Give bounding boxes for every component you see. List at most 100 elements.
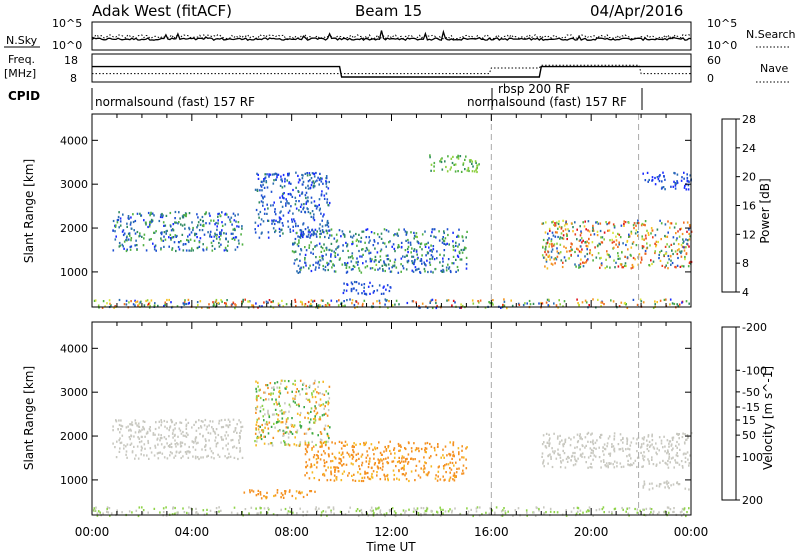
range-cell <box>186 511 188 514</box>
range-cell <box>326 302 329 305</box>
range-cell <box>294 196 297 199</box>
range-cell <box>399 461 401 464</box>
range-cell <box>381 264 384 267</box>
range-cell <box>554 450 556 453</box>
range-cell <box>665 264 667 267</box>
range-cell <box>153 304 156 307</box>
range-cell <box>213 457 215 460</box>
range-cell <box>323 472 325 476</box>
range-cell <box>670 259 672 262</box>
range-cell <box>315 171 317 175</box>
range-cell <box>577 248 579 251</box>
range-cell <box>259 436 262 439</box>
range-cell <box>262 415 264 418</box>
range-cell <box>194 437 197 441</box>
range-cell <box>462 248 465 251</box>
range-cell <box>191 247 193 250</box>
range-cell <box>112 425 114 428</box>
range-cell <box>199 237 202 240</box>
range-cell <box>309 234 312 237</box>
range-cell <box>673 171 675 175</box>
range-cell <box>502 303 504 307</box>
range-cell <box>442 508 444 511</box>
range-cell <box>636 508 639 511</box>
range-cell <box>455 461 457 464</box>
range-cell <box>172 223 175 226</box>
range-cell <box>198 229 201 232</box>
range-cell <box>115 224 117 227</box>
range-cell <box>313 454 316 457</box>
range-cell <box>585 301 588 304</box>
range-cell <box>562 443 564 446</box>
range-cell <box>542 238 545 242</box>
range-cell <box>427 270 429 274</box>
range-cell <box>459 306 461 309</box>
range-cell <box>313 410 316 413</box>
range-cell <box>404 447 407 451</box>
range-cell <box>647 233 650 236</box>
range-cell <box>550 240 553 243</box>
range-cell <box>194 457 197 460</box>
range-cell <box>626 507 628 510</box>
range-cell <box>210 450 213 453</box>
range-cell <box>313 382 316 385</box>
range-cell <box>462 469 464 472</box>
range-cell <box>270 393 272 396</box>
range-cell <box>319 431 322 434</box>
range-cell <box>561 439 563 442</box>
range-cell <box>684 460 687 464</box>
range-cell <box>640 261 642 264</box>
range-cell <box>307 235 309 238</box>
range-cell <box>623 224 625 227</box>
range-cell <box>309 264 311 267</box>
range-cell <box>626 306 629 309</box>
range-cell <box>668 258 670 261</box>
range-cell <box>448 452 450 456</box>
range-cell <box>318 478 320 482</box>
range-cell <box>212 219 215 222</box>
range-cell <box>676 481 678 485</box>
range-cell <box>659 483 662 486</box>
range-cell <box>673 302 676 306</box>
range-cell <box>406 231 408 234</box>
range-cell <box>267 409 269 412</box>
range-cell <box>322 510 325 513</box>
range-cell <box>404 255 406 258</box>
range-cell <box>311 172 314 175</box>
range-cell <box>293 251 295 254</box>
range-cell <box>194 448 197 451</box>
range-cell <box>310 490 313 493</box>
range-cell <box>155 249 157 252</box>
range-cell <box>396 460 399 464</box>
range-cell <box>293 424 296 427</box>
range-cell <box>240 233 242 236</box>
range-cell <box>337 304 340 307</box>
range-cell <box>455 241 457 244</box>
range-cell <box>429 442 431 446</box>
range-cell <box>413 260 416 264</box>
range-cell <box>526 302 528 305</box>
range-cell <box>259 223 262 226</box>
range-cell <box>128 234 131 237</box>
range-cell <box>397 246 399 249</box>
range-cell <box>415 249 418 252</box>
range-cell <box>686 221 689 224</box>
range-cell <box>440 456 442 459</box>
range-cell <box>426 507 429 510</box>
range-cell <box>607 464 609 467</box>
range-cell <box>344 440 347 443</box>
range-cell <box>385 457 387 460</box>
range-cell <box>375 508 377 511</box>
range-cell <box>669 461 671 464</box>
range-cell <box>443 231 445 235</box>
range-cell <box>387 254 389 257</box>
range-cell <box>433 235 435 238</box>
range-cell <box>169 426 171 429</box>
range-cell <box>283 440 285 443</box>
range-cell <box>683 246 686 249</box>
range-cell <box>602 459 605 462</box>
range-cell <box>220 299 222 302</box>
range-cell <box>378 299 381 302</box>
range-cell <box>283 192 285 195</box>
